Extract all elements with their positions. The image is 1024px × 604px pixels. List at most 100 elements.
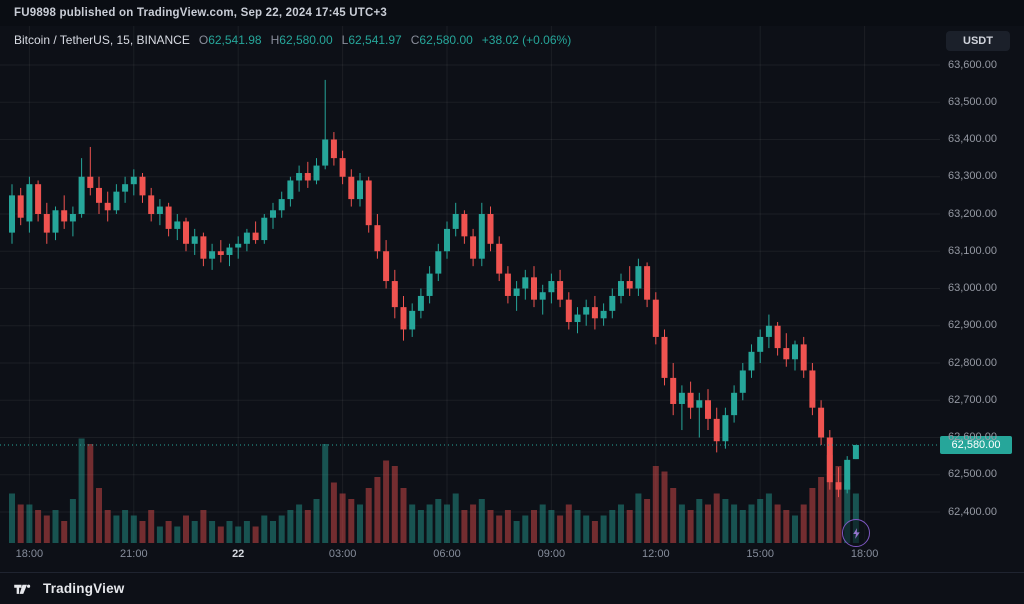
volume-bar [226,521,233,543]
price-axis-label: 63,300.00 [948,170,997,183]
volume-bar [357,504,363,543]
candle-body [113,191,120,211]
candle-body [348,176,355,200]
currency-toggle-button[interactable]: USDT [946,31,1010,51]
volume-bar [678,504,685,543]
candle-body [635,266,642,289]
volume-bar [374,477,381,543]
tradingview-logo-icon [14,584,31,594]
volume-bar [748,504,755,543]
candle-body [9,195,15,233]
price-axis-label: 63,400.00 [948,133,997,145]
candle-body [322,139,329,166]
candle-body [35,184,42,214]
candle-body [748,351,755,371]
volume-bar [731,504,738,543]
candle-body [287,180,294,200]
volume-bar [52,510,59,543]
volume-bar [809,488,816,543]
volume-bar [618,504,624,543]
candle-body [731,392,738,416]
candle-body [139,176,146,196]
volume-bar [261,515,268,543]
candle-body [313,165,320,181]
candle-body [417,295,424,311]
candle-body [600,310,607,319]
volume-bar [35,510,42,543]
volume-bar [400,488,407,543]
candle-body [696,400,703,408]
time-axis-label: 21:00 [120,548,148,560]
candle-body [374,225,381,252]
volume-bar [783,510,790,543]
candle-body [852,444,859,460]
candle-body [809,370,816,408]
quick-trade-button[interactable] [842,519,870,547]
candle-body [792,344,798,360]
candle-body [17,195,24,218]
symbol-legend: Bitcoin / TetherUS, 15, BINANCE O62,541.… [14,33,571,47]
candle-body [705,400,711,419]
volume-bar [270,521,276,543]
price-axis[interactable]: 62,580.00 63,600.00 63,500.00 63,400.00 63,… [940,26,1024,560]
candle-body [270,210,276,218]
candle-body [156,206,163,214]
volume-bar [278,515,285,543]
candle-body [722,415,729,442]
volume-bar [696,499,703,543]
volume-bar [304,510,311,543]
candle-body [818,407,825,438]
candle-body [765,325,772,337]
volume-bar [313,499,320,543]
candle-body [774,325,781,349]
volume-bar [539,504,546,543]
volume-bar [557,515,564,543]
candle-body [618,281,624,296]
price-axis-label: 63,200.00 [948,207,997,220]
candlestick-chart[interactable]: 18:00 21:00 22 03:00 06:00 09:00 12:00 15:00 18:… [0,26,940,560]
volume-bar [365,488,372,543]
volume-bar [757,499,764,543]
price-axis-label: 62,900.00 [948,319,997,332]
time-axis-label: 06:00 [433,548,461,560]
volume-bar [713,493,720,543]
volume-bar [531,510,537,543]
price-axis-label: 63,100.00 [948,244,997,257]
price-axis-label: 62,600.00 [948,431,997,443]
volume-bar [61,521,68,543]
symbol-title[interactable]: Bitcoin / TetherUS, 15, BINANCE [14,33,190,47]
candle-body [435,251,442,274]
volume-bar [574,510,581,543]
candle-body [400,307,407,330]
volume-bar [243,521,250,543]
volume-bar [43,515,50,543]
candle-body [844,459,851,490]
candle-body [191,236,198,244]
candle-body [61,210,68,222]
candle-body [444,228,450,252]
volume-bar [444,504,450,543]
volume-bar [191,521,198,543]
volume-bar [626,510,633,543]
candle-body [339,158,346,177]
volume-bar [452,493,459,543]
volume-bar [739,510,746,543]
volume-bar [548,510,555,543]
price-axis-label: 62,700.00 [948,393,997,406]
candle-body [409,310,416,330]
candle-body [391,281,398,308]
candle-body [122,184,129,192]
volume-bar [130,515,137,543]
price-axis-label: 62,800.00 [948,356,997,369]
volume-bar [156,526,163,543]
volume-bar [383,460,390,543]
volume-bar [644,499,651,543]
candle-body [252,232,259,241]
ohlc-low: L62,541.97 [341,33,402,47]
tradingview-brand[interactable]: TradingView [43,581,125,596]
candle-body [461,214,468,237]
candle-body [200,236,207,259]
volume-bar [818,477,825,543]
candle-body [69,214,76,222]
time-axis-label: 22 [232,548,244,560]
